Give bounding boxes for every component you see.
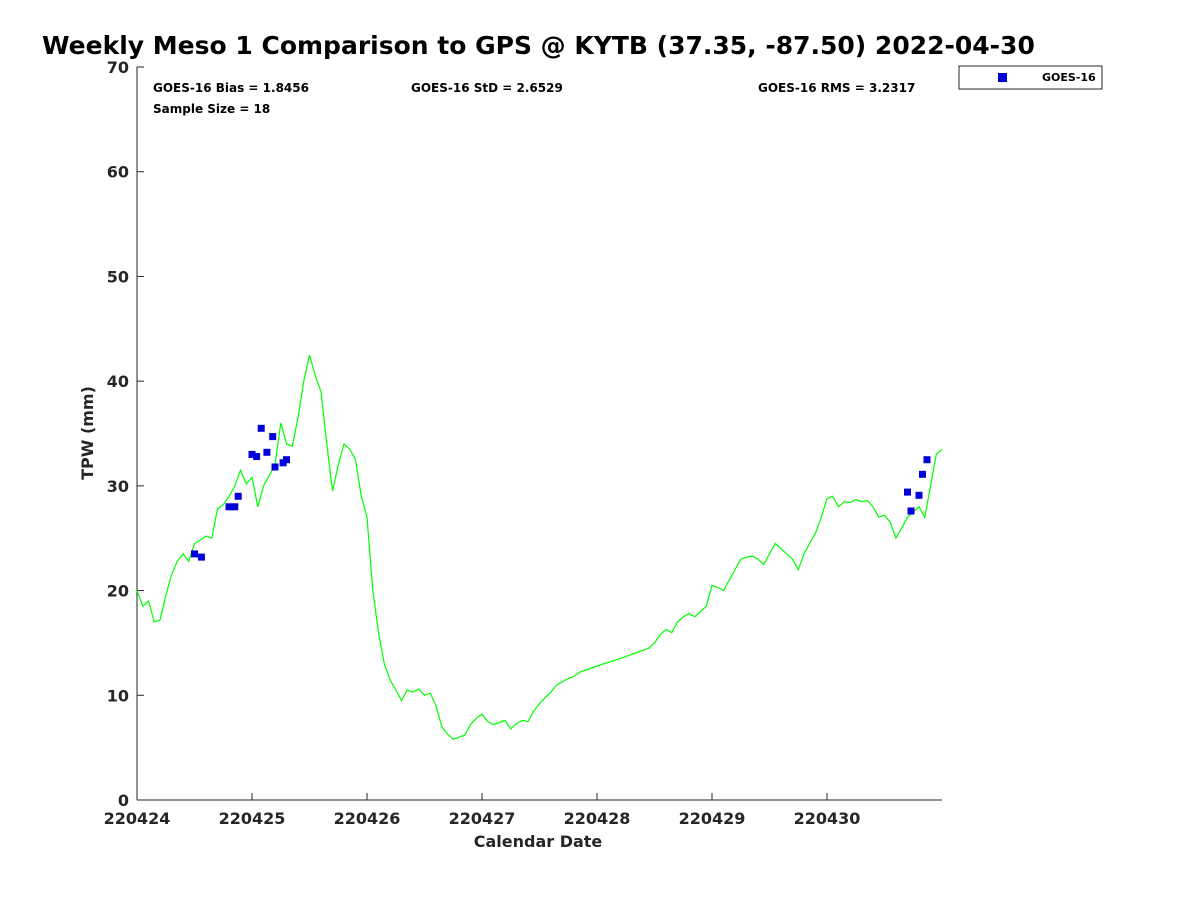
legend-box xyxy=(958,65,1103,90)
y-tick-label: 0 xyxy=(118,791,129,810)
plot-background xyxy=(137,67,942,800)
goes16-point xyxy=(904,488,911,496)
x-tick-label: 220427 xyxy=(449,809,516,828)
goes16-point xyxy=(263,448,271,456)
x-axis-ticks: 220424 220425 220426 220427 220428 220429 2204… xyxy=(104,793,861,828)
x-axis-label: Calendar Date xyxy=(474,832,603,851)
x-tick-label: 220425 xyxy=(219,809,286,828)
goes16-point xyxy=(907,507,915,515)
legend-marker-goes16 xyxy=(998,73,1007,82)
stats-annotations: GOES-16 Bias = 1.8456 GOES-16 StD = 2.65… xyxy=(153,81,915,116)
y-tick-label: 10 xyxy=(107,686,129,705)
y-tick-label: 40 xyxy=(107,372,129,391)
y-tick-label: 70 xyxy=(107,58,129,77)
y-axis-ticks: 0 10 20 30 40 50 60 70 xyxy=(107,58,144,810)
x-tick-label: 220430 xyxy=(794,809,861,828)
gps-series-line xyxy=(136,354,943,740)
goes16-point xyxy=(197,553,205,561)
bias-annotation: GOES-16 Bias = 1.8456 xyxy=(153,81,309,95)
chart-title: Weekly Meso 1 Comparison to GPS @ KYTB (… xyxy=(42,31,1035,60)
goes16-point xyxy=(269,433,277,441)
y-tick-label: 30 xyxy=(107,477,129,496)
goes16-point xyxy=(231,503,239,511)
x-tick-label: 220426 xyxy=(334,809,401,828)
goes16-point xyxy=(919,470,926,478)
y-tick-label: 20 xyxy=(107,582,129,601)
goes16-point xyxy=(191,550,198,558)
goes16-point xyxy=(915,491,923,499)
std-annotation: GOES-16 StD = 2.6529 xyxy=(411,81,563,95)
goes16-point xyxy=(283,456,290,464)
y-axis-label: TPW (mm) xyxy=(78,386,97,480)
goes16-point xyxy=(248,450,256,458)
y-tick-label: 50 xyxy=(107,267,129,286)
x-tick-label: 220428 xyxy=(564,809,631,828)
goes16-point xyxy=(225,503,233,511)
goes16-point xyxy=(257,424,265,432)
goes16-point xyxy=(234,492,242,500)
rms-annotation: GOES-16 RMS = 3.2317 xyxy=(758,81,915,95)
legend-label-goes16: GOES-16 xyxy=(1042,71,1096,84)
y-tick-label: 60 xyxy=(107,163,129,182)
x-tick-label: 220429 xyxy=(679,809,746,828)
x-tick-label: 220424 xyxy=(104,809,171,828)
goes16-point xyxy=(923,456,931,464)
goes16-point xyxy=(271,463,279,471)
series-layer xyxy=(136,354,943,740)
legend: GOES-16 xyxy=(958,65,1103,90)
goes16-point xyxy=(253,453,261,460)
sample-size-annotation: Sample Size = 18 xyxy=(153,102,270,116)
plot-area xyxy=(136,67,942,801)
